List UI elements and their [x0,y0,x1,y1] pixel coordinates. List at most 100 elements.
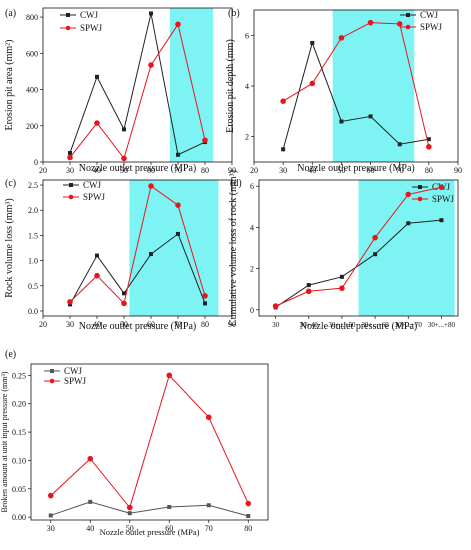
data-point-cwj [128,511,132,515]
data-point-spwj [88,456,93,461]
data-point-spwj [203,138,208,143]
series-line-cwj [51,502,249,516]
data-point-cwj [95,254,99,258]
data-point-spwj [339,36,344,41]
legend-label: SPWJ [64,376,87,386]
x-tick-label: 40 [86,524,94,533]
data-point-cwj [122,291,126,295]
y-tick-label: 6 [245,31,249,40]
data-point-cwj [203,301,207,305]
legend-marker [69,183,73,187]
panel-label: (a) [5,8,16,19]
chart-panel: 30 30+40 30+...+50 30+...+60 30+...+70 30+...… [228,170,458,332]
x-tick-label: 30 [66,166,74,175]
data-point-cwj [49,513,53,517]
data-point-cwj [207,503,211,507]
data-point-spwj [127,505,132,510]
x-tick-label: 30 [279,166,287,175]
legend-marker [66,13,70,17]
chart-panel: 20 30 40 50 60 70 80 90 0.0 0.5 1.0 1.5 2.0 2.5 Nozzle… [4,178,236,332]
panel-label: (d) [230,178,242,189]
panel-label: (b) [228,8,240,19]
data-point-cwj [307,283,311,287]
chart-panel: 30 40 50 60 70 800.000.050.100.150.200.25Nozz… [0,349,268,537]
data-point-spwj [373,235,378,240]
data-point-spwj [122,301,127,306]
data-point-cwj [281,147,285,151]
data-point-cwj [369,114,373,118]
x-tick-label: 20 [39,320,47,329]
data-point-spwj [176,22,181,27]
data-point-cwj [176,232,180,236]
y-tick-label: 1.0 [28,257,38,266]
data-point-spwj [273,304,278,309]
chart-panel: 20 30 40 50 60 70 80 90 0 200 400 600 800 Nozzle outl… [4,8,236,175]
data-point-spwj [206,415,211,420]
data-point-spwj [340,286,345,291]
y-axis-label: Erosion pit area (mm²) [4,39,15,130]
data-point-cwj [406,221,410,225]
y-tick-label: 0.05 [12,485,26,494]
y-tick-label: 2.0 [28,206,38,215]
data-point-spwj [310,81,315,86]
data-point-spwj [439,185,444,190]
y-tick-label: 6 [250,182,254,191]
y-tick-label: 0.15 [12,428,26,437]
x-tick-label: 20 [250,166,258,175]
legend-label: SPWJ [420,22,443,32]
legend-marker [418,197,423,202]
data-point-spwj [122,156,127,161]
y-tick-label: 0.20 [12,400,26,409]
data-point-spwj [149,63,154,68]
x-tick-label: 20 [39,166,47,175]
data-point-spwj [48,493,53,498]
y-tick-label: 400 [26,86,38,95]
y-tick-label: 0.10 [12,456,26,465]
y-tick-label: 4 [245,82,249,91]
x-axis-label: Nozzle outlet pressure (MPa) [300,321,417,332]
panel-label: (c) [5,178,16,189]
legend-marker [50,379,55,384]
x-tick-label: 30+...+80 [428,321,456,329]
legend-marker [66,26,71,31]
y-tick-label: 0.00 [12,513,26,522]
y-tick-label: 200 [26,122,38,131]
legend-marker [406,13,410,17]
y-tick-label: 0.25 [12,371,26,380]
y-axis-label: Rock volume loss (mm³) [4,198,15,297]
x-tick-label: 80 [201,166,209,175]
legend-marker [50,369,54,373]
data-point-cwj [149,11,153,15]
y-tick-label: 0.0 [28,307,38,316]
data-point-spwj [306,289,311,294]
legend-label: SPWJ [83,192,106,202]
y-tick-label: 1.5 [28,231,38,240]
data-point-cwj [398,142,402,146]
y-tick-label: 4 [250,223,254,232]
data-point-spwj [68,155,73,160]
data-point-spwj [176,203,181,208]
x-tick-label: 80 [244,524,252,533]
data-point-spwj [281,99,286,104]
y-tick-label: 800 [26,13,38,22]
legend-label: CWJ [80,10,98,20]
data-point-spwj [397,22,402,27]
x-tick-label: 30 [47,524,55,533]
data-point-cwj [246,514,250,518]
x-tick-label: 70 [205,524,213,533]
data-point-spwj [406,192,411,197]
x-axis-label: Nozzle outlet pressure (MPa) [79,321,196,332]
x-tick-label: 80 [201,320,209,329]
data-point-spwj [95,121,100,126]
data-point-cwj [149,252,153,256]
data-point-cwj [167,505,171,509]
data-point-spwj [149,184,154,189]
data-point-cwj [95,75,99,79]
y-axis-label: Erosion pit depth (mm) [225,39,236,133]
y-tick-label: 0 [250,306,254,315]
x-tick-label: 90 [454,166,462,175]
y-axis-label: Cumulative volume loss of rock (mm³) [228,170,239,326]
y-tick-label: 0 [34,158,38,167]
data-point-cwj [339,119,343,123]
